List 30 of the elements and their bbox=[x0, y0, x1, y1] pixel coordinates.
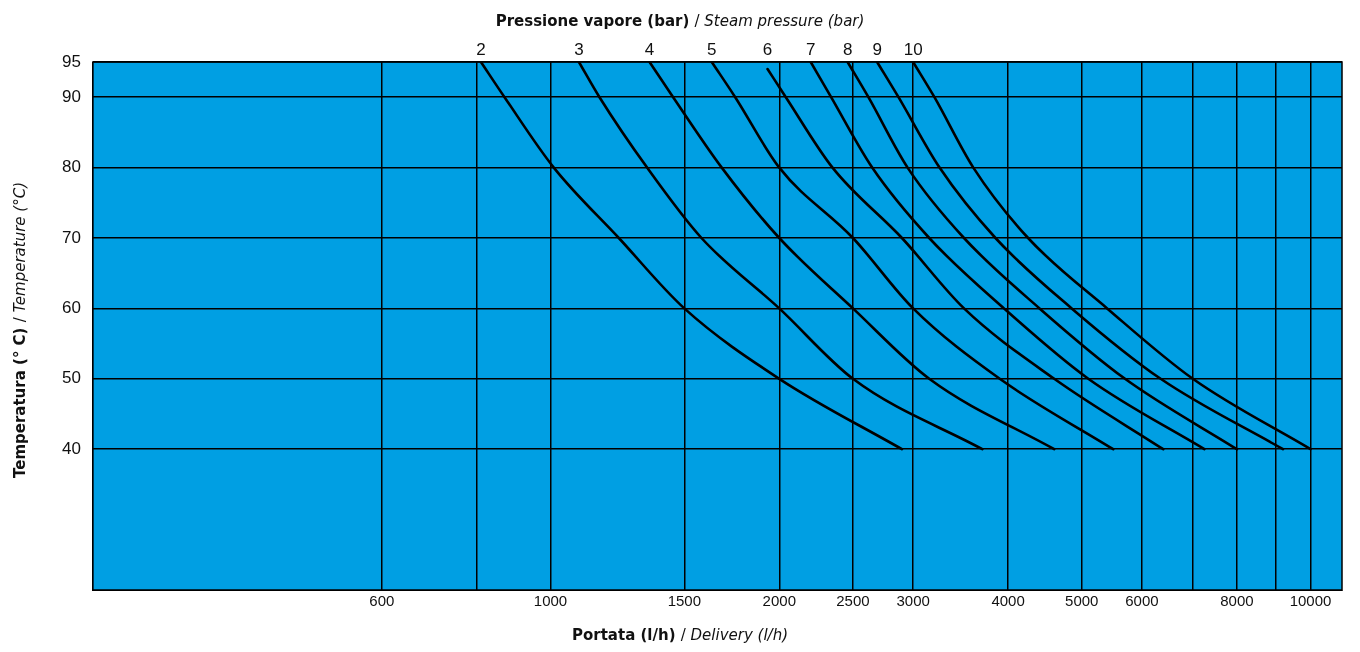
series-label: 2 bbox=[476, 40, 486, 60]
x-tick-label: 4000 bbox=[991, 592, 1025, 610]
y-axis-title: Temperatura (° C) / Temperature (°C) bbox=[11, 181, 29, 479]
series-label: 8 bbox=[842, 40, 853, 60]
x-tick-label: 8000 bbox=[1220, 592, 1254, 610]
series-label: 6 bbox=[762, 40, 773, 60]
x-tick-label: 3000 bbox=[896, 592, 930, 610]
x-tick-label: 600 bbox=[369, 592, 395, 610]
series-label: 3 bbox=[574, 40, 584, 60]
series-label: 5 bbox=[707, 40, 717, 60]
y-tick-label: 70 bbox=[61, 227, 81, 247]
series-label: 9 bbox=[872, 40, 882, 60]
x-tick-label: 1000 bbox=[533, 592, 568, 610]
x-tick-label: 10000 bbox=[1289, 592, 1332, 610]
y-tick-label: 60 bbox=[61, 298, 81, 318]
x-tick-label: 5000 bbox=[1065, 592, 1099, 610]
series-label: 4 bbox=[644, 40, 655, 60]
y-tick-label: 40 bbox=[61, 438, 81, 458]
series-label: 7 bbox=[806, 40, 816, 60]
x-tick-label: 6000 bbox=[1125, 592, 1159, 610]
y-tick-label: 50 bbox=[61, 368, 81, 388]
y-tick-label: 90 bbox=[61, 86, 81, 106]
x-tick-label: 2500 bbox=[836, 592, 870, 610]
series-label: 10 bbox=[903, 40, 923, 60]
x-tick-label: 2000 bbox=[762, 592, 796, 610]
y-tick-label: 80 bbox=[61, 157, 81, 177]
y-tick-label: 95 bbox=[61, 51, 81, 71]
x-axis-title: Portata (l/h) / Delivery (l/h) bbox=[570, 626, 789, 644]
x-tick-label: 1500 bbox=[667, 592, 702, 610]
legend-title: Pressione vapore (bar) / Steam pressure (bar) bbox=[494, 12, 866, 30]
